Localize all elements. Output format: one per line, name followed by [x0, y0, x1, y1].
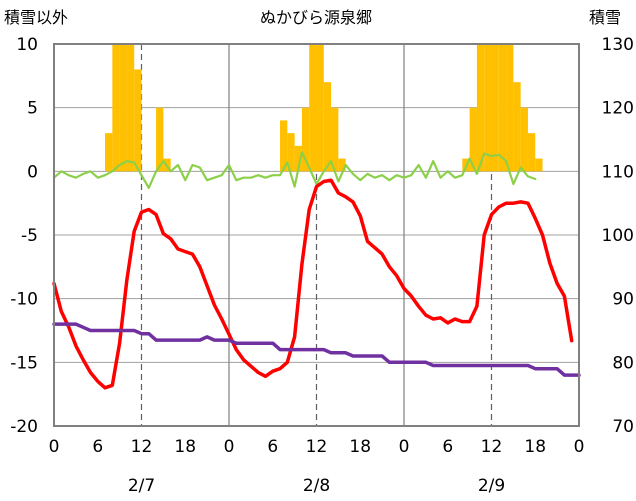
- left-axis-ticks: 10 5 0 -5 -10 -15 -20: [10, 35, 38, 437]
- left-axis-title: 積雪以外: [4, 8, 68, 27]
- x-tick-label: 0: [399, 437, 410, 457]
- x-tick-label: 6: [92, 437, 103, 457]
- line-series-group: [52, 151, 581, 390]
- left-tick-label: -15: [10, 353, 38, 373]
- right-tick-label: 120: [602, 99, 634, 119]
- right-tick-label: 130: [602, 35, 634, 55]
- bar-mark: [469, 107, 477, 172]
- left-tick-label: 5: [27, 99, 38, 119]
- bar-mark: [498, 44, 507, 172]
- bar-mark: [134, 69, 142, 172]
- left-tick-label: 0: [27, 162, 38, 182]
- x-tick-label: 12: [131, 437, 153, 457]
- right-tick-label: 100: [602, 226, 634, 246]
- line-series-2: [52, 178, 574, 390]
- bar-mark: [535, 158, 543, 172]
- date-label: 2/7: [128, 476, 155, 496]
- bar-mark: [316, 44, 324, 172]
- x-tick-label: 0: [224, 437, 235, 457]
- bar-mark: [112, 44, 120, 172]
- right-tick-label: 90: [612, 290, 634, 310]
- bar-mark: [105, 133, 113, 172]
- bar-mark: [280, 120, 288, 172]
- line-series-3: [52, 322, 581, 377]
- bar-mark: [294, 145, 302, 172]
- x-axis-ticks: 0 6 12 18 0 6 12 18 0 6 12 18 0: [49, 437, 585, 457]
- chart-title: ぬかびら源泉郷: [260, 8, 372, 27]
- date-label: 2/8: [303, 476, 330, 496]
- bar-mark: [513, 82, 521, 172]
- x-tick-label: 18: [349, 437, 371, 457]
- bar-mark: [491, 44, 499, 172]
- x-tick-label: 18: [524, 437, 546, 457]
- line-series-1: [52, 151, 537, 189]
- right-axis-title: 積雪: [589, 8, 621, 27]
- x-tick-label: 0: [574, 437, 585, 457]
- bar-mark: [126, 44, 135, 172]
- right-tick-label: 70: [612, 417, 634, 437]
- left-tick-label: -20: [10, 417, 38, 437]
- left-tick-label: -5: [21, 226, 38, 246]
- right-tick-label: 80: [612, 353, 634, 373]
- x-tick-label: 12: [306, 437, 328, 457]
- bar-mark: [323, 82, 332, 172]
- bar-mark: [484, 44, 492, 172]
- date-label: 2/9: [478, 476, 505, 496]
- bar-mark: [331, 107, 339, 172]
- bar-mark: [338, 158, 346, 172]
- bar-mark: [527, 133, 536, 172]
- bar-mark: [476, 44, 485, 172]
- bar-mark: [506, 44, 514, 172]
- left-tick-label: 10: [16, 35, 38, 55]
- right-axis-ticks: 130 120 110 100 90 80 70: [602, 35, 634, 437]
- bar-mark: [287, 133, 295, 172]
- x-tick-label: 6: [442, 437, 453, 457]
- x-tick-label: 0: [49, 437, 60, 457]
- bar-mark: [301, 107, 310, 172]
- x-tick-label: 12: [481, 437, 503, 457]
- date-labels: 2/7 2/8 2/9: [128, 476, 505, 496]
- bar-mark: [119, 44, 127, 172]
- bar-mark: [156, 107, 164, 172]
- x-tick-label: 18: [174, 437, 196, 457]
- x-tick-label: 6: [267, 437, 278, 457]
- right-tick-label: 110: [602, 162, 634, 182]
- left-tick-label: -10: [10, 290, 38, 310]
- plot-frame: [53, 43, 580, 427]
- bar-mark: [520, 107, 528, 172]
- bar-mark: [309, 44, 317, 172]
